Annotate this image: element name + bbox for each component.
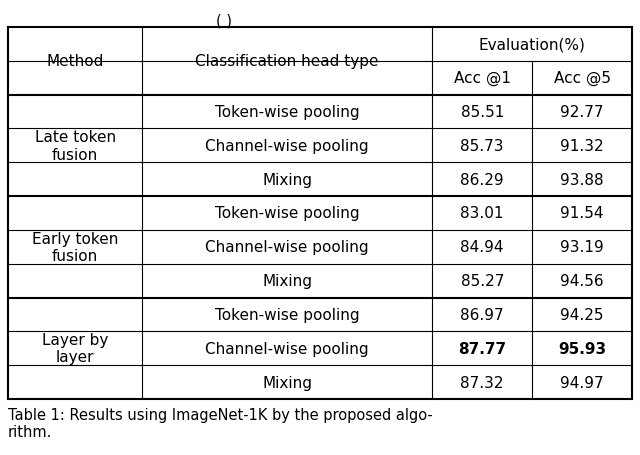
Text: Channel-wise pooling: Channel-wise pooling — [205, 240, 369, 255]
Text: 85.27: 85.27 — [461, 273, 504, 288]
Text: 93.19: 93.19 — [560, 240, 604, 255]
Text: Layer by
layer: Layer by layer — [42, 332, 108, 364]
Text: 91.32: 91.32 — [560, 139, 604, 153]
Text: Mixing: Mixing — [262, 375, 312, 390]
Text: Table 1: Results using ImageNet-1K by the proposed algo-
rithm.: Table 1: Results using ImageNet-1K by th… — [8, 407, 433, 440]
Text: 94.56: 94.56 — [560, 273, 604, 288]
Text: 87.32: 87.32 — [461, 375, 504, 390]
Text: 94.97: 94.97 — [560, 375, 604, 390]
Text: 92.77: 92.77 — [561, 105, 604, 120]
Text: ( ): ( ) — [216, 13, 232, 28]
Text: 93.88: 93.88 — [560, 172, 604, 187]
Text: 91.54: 91.54 — [561, 206, 604, 221]
Text: Method: Method — [46, 54, 104, 69]
Text: Early token
fusion: Early token fusion — [32, 231, 118, 263]
Text: Token-wise pooling: Token-wise pooling — [215, 206, 360, 221]
Text: 85.73: 85.73 — [461, 139, 504, 153]
Text: 95.93: 95.93 — [558, 341, 606, 356]
Text: 83.01: 83.01 — [461, 206, 504, 221]
Text: 84.94: 84.94 — [461, 240, 504, 255]
Text: Evaluation(%): Evaluation(%) — [479, 37, 586, 52]
Text: Channel-wise pooling: Channel-wise pooling — [205, 341, 369, 356]
Text: 94.25: 94.25 — [561, 307, 604, 322]
Text: Classification head type: Classification head type — [195, 54, 379, 69]
Text: 87.77: 87.77 — [458, 341, 506, 356]
Text: Token-wise pooling: Token-wise pooling — [215, 307, 360, 322]
Text: Acc @1: Acc @1 — [454, 71, 511, 86]
Text: Acc @5: Acc @5 — [554, 71, 611, 86]
Text: Late token
fusion: Late token fusion — [35, 130, 116, 162]
Text: 85.51: 85.51 — [461, 105, 504, 120]
Text: 86.29: 86.29 — [460, 172, 504, 187]
Text: Mixing: Mixing — [262, 172, 312, 187]
Text: 86.97: 86.97 — [460, 307, 504, 322]
Text: Token-wise pooling: Token-wise pooling — [215, 105, 360, 120]
Text: Channel-wise pooling: Channel-wise pooling — [205, 139, 369, 153]
Text: Mixing: Mixing — [262, 273, 312, 288]
